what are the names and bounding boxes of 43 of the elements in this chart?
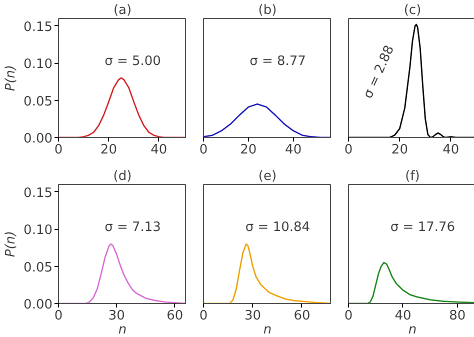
y-tick-label: 0.00 (24, 298, 53, 312)
chart-title: (f) (405, 169, 420, 184)
x-tick-label: 20 (391, 142, 408, 158)
y-axis-title: P(n) (4, 64, 19, 92)
x-tick-label: 80 (449, 308, 466, 324)
annotation: σ = 17.76 (390, 220, 456, 235)
chart-title: (a) (113, 3, 132, 18)
x-tick-label: 20 (240, 142, 257, 158)
x-tick-label: 0 (54, 142, 63, 158)
chart-title: (e) (258, 169, 277, 184)
y-tick-label: 0.10 (24, 223, 53, 238)
chart-title: (c) (404, 3, 422, 18)
x-tick-label: 0 (344, 142, 353, 158)
annotation: σ = 7.13 (104, 220, 161, 235)
chart-title: (d) (113, 169, 132, 184)
y-tick-label: 0.05 (24, 94, 53, 110)
x-tick-label: 60 (294, 308, 310, 324)
annotation: σ = 10.84 (245, 220, 310, 235)
y-tick-label: 0.00 (24, 132, 53, 146)
x-tick-label: 40 (394, 308, 412, 324)
x-tick-label: 0 (54, 308, 63, 324)
x-axis-title: n (408, 322, 417, 337)
x-tick-label: 40 (442, 142, 460, 158)
y-tick-label: 0.15 (24, 20, 53, 35)
annotation: σ = 5.00 (104, 54, 161, 69)
y-axis-title: P(n) (4, 230, 19, 258)
x-tick-label: 30 (108, 308, 125, 324)
x-tick-label: 40 (285, 142, 302, 158)
x-tick-label: 60 (166, 308, 184, 324)
x-tick-label: 40 (150, 142, 168, 158)
y-tick-label: 0.10 (24, 57, 53, 72)
x-axis-title: n (118, 322, 127, 337)
y-tick-label: 0.05 (24, 260, 53, 276)
y-tick-label: 0.15 (24, 186, 53, 201)
annotation: σ = 8.77 (250, 54, 306, 69)
annotation: σ = 2.88 (360, 43, 398, 101)
chart-title: (b) (258, 3, 277, 18)
x-tick-label: 30 (244, 308, 262, 324)
x-tick-label: 20 (100, 142, 117, 158)
x-tick-label: 0 (199, 142, 208, 158)
x-tick-label: 0 (344, 308, 353, 324)
x-axis-title: n (263, 322, 272, 337)
x-tick-label: 0 (199, 308, 208, 324)
